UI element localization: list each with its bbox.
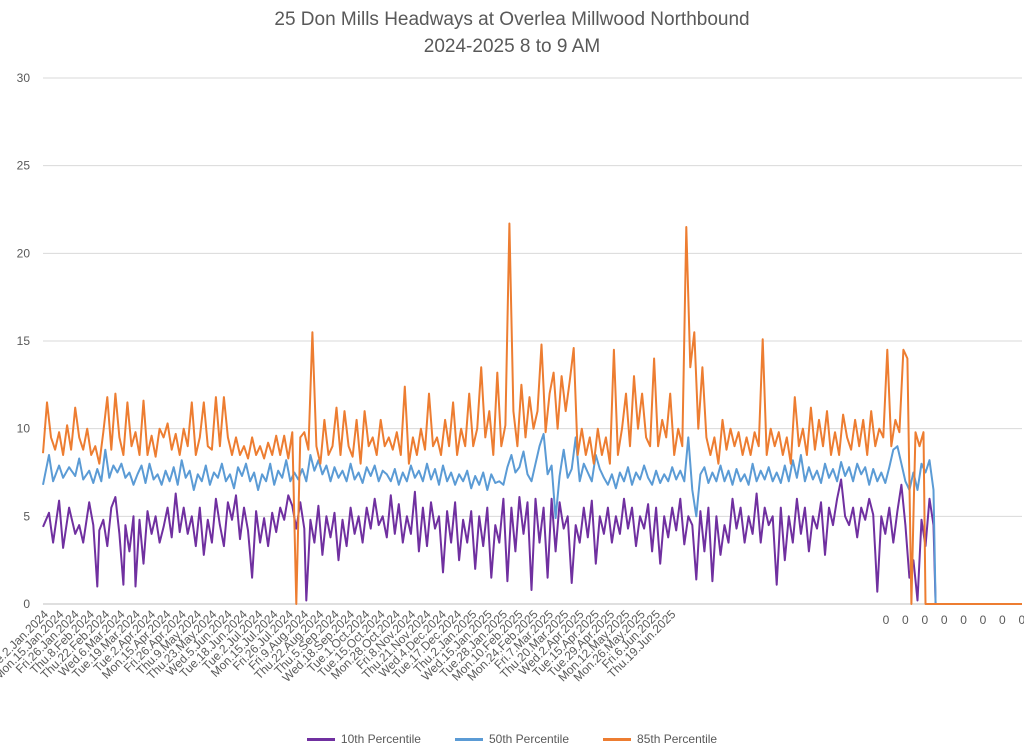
legend-label-10th: 10th Percentile	[340, 732, 421, 746]
x-tick-label-zero: 0	[999, 613, 1006, 627]
x-tick-label-zero: 0	[1018, 613, 1024, 627]
y-tick-label: 10	[17, 422, 31, 436]
legend-swatch-50th	[454, 737, 483, 741]
y-tick-label: 20	[17, 246, 31, 260]
y-tick-label: 15	[17, 334, 31, 348]
legend: 10th Percentile 50th Percentile 85th Per…	[0, 730, 1024, 748]
x-tick-label-zero: 0	[883, 613, 890, 627]
legend-item-85th: 85th Percentile	[603, 730, 717, 748]
legend-label-50th: 50th Percentile	[488, 732, 570, 746]
x-axis-ticks: Tue.2.Jan.2024Mon.15.Jan.2024Fri.26.Jan.…	[0, 607, 1024, 685]
chart-subtitle: 2024-2025 8 to 9 AM	[423, 36, 601, 57]
legend-swatch-10th	[306, 737, 335, 741]
series-line-10th	[42, 478, 1022, 605]
legend-item-10th: 10th Percentile	[306, 730, 421, 748]
legend-swatch-85th	[603, 737, 632, 741]
x-tick-label-zero: 0	[941, 613, 948, 627]
x-tick-label-zero: 0	[902, 613, 909, 627]
y-tick-label: 0	[23, 597, 30, 611]
series-line-50th	[42, 432, 1022, 605]
series-lines	[42, 222, 1022, 605]
series-line-85th	[42, 222, 1022, 605]
chart-title: 25 Don Mills Headways at Overlea Millwoo…	[274, 9, 750, 30]
y-tick-label: 30	[17, 71, 31, 85]
x-tick-label-zero: 0	[960, 613, 967, 627]
x-tick-label-zero: 0	[921, 613, 928, 627]
y-tick-label: 25	[17, 159, 31, 173]
legend-label-85th: 85th Percentile	[637, 732, 718, 746]
y-axis-ticks: 0 5 10 15 20 25 30	[17, 71, 31, 611]
y-tick-label: 5	[23, 509, 30, 523]
x-tick-label-zero: 0	[980, 613, 987, 627]
legend-item-50th: 50th Percentile	[454, 730, 570, 748]
